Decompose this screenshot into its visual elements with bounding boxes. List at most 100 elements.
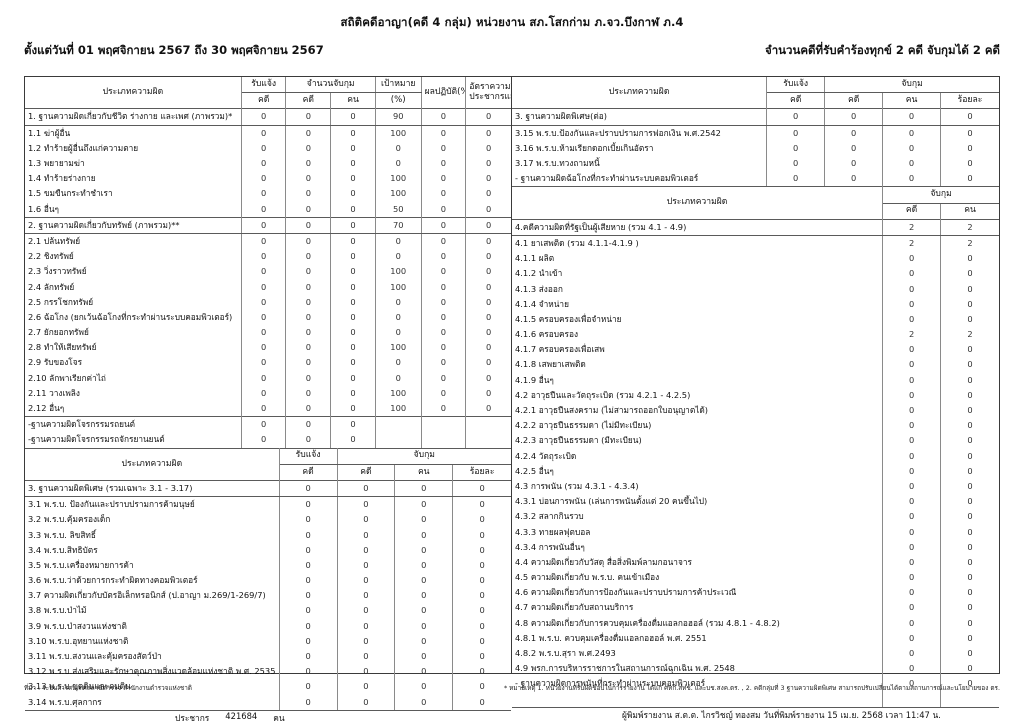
cell-reported-case: 0 bbox=[766, 125, 826, 141]
cell-arrest-case: 0 bbox=[882, 570, 942, 586]
cell-arrest-person: 0 bbox=[330, 416, 376, 433]
cell-reported-case: 0 bbox=[766, 108, 826, 126]
table-row: 3.12 พ.ร.บ.ส่งเสริมและรักษาคุณภาพสิ่งแวด… bbox=[25, 664, 511, 680]
cell-rate: 0 bbox=[465, 171, 511, 187]
cell-arrest-person: 0 bbox=[940, 251, 999, 267]
cell-arrest-case: 2 bbox=[882, 218, 942, 236]
cell-arrest-case: 0 bbox=[285, 155, 332, 172]
cell-arrest-case: 0 bbox=[285, 432, 332, 448]
table-row bbox=[512, 691, 999, 707]
cell-arrest-case: 0 bbox=[882, 418, 942, 434]
table-row: 4.1.4 จำหน่าย 0 0 bbox=[512, 296, 999, 312]
cell-rate: 0 bbox=[465, 108, 511, 126]
row-label: 3.6 พ.ร.บ.ว่าด้วยการกระทำผิดทางคอมพิวเตอ… bbox=[25, 573, 280, 589]
row-label: 4.5 ความผิดเกี่ยวกับ พ.ร.บ. คนเข้าเมือง bbox=[512, 570, 884, 586]
row-label: 4.8 ความผิดเกี่ยวกับการควบคุมเครื่องดื่ม… bbox=[512, 615, 884, 631]
cell-arrest-person: 0 bbox=[330, 432, 376, 448]
cell-target: 0 bbox=[374, 294, 422, 310]
cell-arrest-case: 0 bbox=[285, 385, 332, 401]
row-label: 3.12 พ.ร.บ.ส่งเสริมและรักษาคุณภาพสิ่งแวด… bbox=[25, 664, 280, 680]
table-row: 4.3.2 สลากกินรวบ 0 0 bbox=[512, 509, 999, 525]
row-label: 1.3 พยายามฆ่า bbox=[25, 155, 242, 172]
cell-arrest-percent: 0 bbox=[452, 512, 511, 528]
cell-reported-case: 0 bbox=[240, 355, 287, 371]
cell-rate: 0 bbox=[465, 309, 511, 325]
table-row: 2.11 วางเพลิง 0 0 0 100 0 0 bbox=[25, 385, 511, 401]
cell-target bbox=[374, 432, 422, 448]
table-row: 4.2.5 อื่นๆ 0 0 bbox=[512, 463, 999, 479]
cell-rate: 0 bbox=[465, 294, 511, 310]
cell-arrest-case: 0 bbox=[882, 251, 942, 267]
row-label: 4.8.2 พ.ร.บ.สุรา พ.ศ.2493 bbox=[512, 645, 884, 662]
table-row: 3.8 พ.ร.บ.ป่าไม้ 0 0 0 0 bbox=[25, 603, 511, 619]
col-reported-sec3: รับแจ้ง bbox=[278, 448, 338, 465]
subcol-arrest-case: คดี bbox=[285, 92, 332, 109]
row-label: 3.13 พ.ร.บ.ขุดดินและถมดิน bbox=[25, 679, 280, 695]
cell-reported-case: 0 bbox=[278, 512, 338, 528]
row-label: 2.12 อื่นๆ bbox=[25, 400, 242, 417]
cell-arrest-person: 0 bbox=[940, 494, 999, 510]
row-label: 4.1.6 ครอบครอง bbox=[512, 327, 884, 343]
row-label: 2.9 รับของโจร bbox=[25, 355, 242, 371]
cell-arrest-case: 0 bbox=[285, 294, 332, 310]
row-label: 2.8 ทำให้เสียทรัพย์ bbox=[25, 340, 242, 356]
cell-arrest-case: 0 bbox=[336, 694, 396, 710]
subcol-arrest-percent-sec3: ร้อยละ bbox=[452, 464, 511, 481]
cell-performance: 0 bbox=[420, 325, 467, 341]
header-row-sec4: ประเภทความผิด จับกุม bbox=[512, 186, 999, 220]
cell-arrest-percent: 0 bbox=[452, 603, 511, 619]
left-section2extra-body: -ฐานความผิดโจรกรรมรถยนต์ 0 0 0 -ฐานความผิดโจ… bbox=[25, 416, 511, 448]
cell-arrest-person: 0 bbox=[940, 661, 999, 677]
row-label: 4.6 ความผิดเกี่ยวกับการป้องกันและปราบปรา… bbox=[512, 585, 884, 601]
cell-reported-case: 0 bbox=[278, 664, 338, 680]
printer-footer: ผู้พิมพ์รายงาน ส.ต.ต. ไกรวิชญ์ ทองสม วัน… bbox=[512, 706, 999, 722]
row-label: 2.4 ลักทรัพย์ bbox=[25, 279, 242, 295]
row-label: 4.3.2 สลากกินรวบ bbox=[512, 509, 884, 525]
cell-reported-case: 0 bbox=[240, 249, 287, 265]
cell-target: 100 bbox=[374, 400, 422, 417]
row-label: 4.3 การพนัน (รวม 4.3.1 - 4.3.4) bbox=[512, 478, 884, 495]
cell-arrest-person: 0 bbox=[330, 186, 376, 202]
row-label: 3.2 พ.ร.บ.คุ้มครองเด็ก bbox=[25, 512, 280, 528]
cell-arrest-percent: 0 bbox=[452, 542, 511, 558]
table-row: 2.10 ลักพาเรียกค่าไถ่ 0 0 0 0 0 0 bbox=[25, 370, 511, 386]
cell-arrest-case: 0 bbox=[824, 171, 884, 187]
cell-performance: 0 bbox=[420, 186, 467, 202]
cell-arrest-case: 0 bbox=[285, 140, 332, 156]
cell-arrest-person: 0 bbox=[940, 509, 999, 525]
table-row: 3.4 พ.ร.บ.สิทธิบัตร 0 0 0 0 bbox=[25, 542, 511, 558]
header-row-sec3: ประเภทความผิด รับแจ้ง จับกุม bbox=[25, 448, 511, 481]
population-footer: ประชากร 421684 คน bbox=[25, 709, 511, 725]
table-row: 1.6 อื่นๆ 0 0 0 50 0 0 bbox=[25, 201, 511, 218]
cell-arrest-case: 0 bbox=[285, 125, 332, 141]
population-value: 421684 bbox=[225, 710, 258, 721]
row-label: 3.15 พ.ร.บ.ป้องกันและปราบปรามการฟอกเงิน … bbox=[512, 125, 768, 141]
cell-arrest-case: 0 bbox=[882, 311, 942, 327]
subcol-arrest-case-sec3: คดี bbox=[336, 464, 396, 481]
cell-reported-case: 0 bbox=[240, 233, 287, 250]
cell-reported-case: 0 bbox=[278, 694, 338, 710]
cell-arrest-percent: 0 bbox=[940, 125, 999, 141]
cell-arrest-percent: 0 bbox=[452, 573, 511, 589]
table-row: -ฐานความผิดโจรกรรมรถจักรยานยนต์ 0 0 0 bbox=[25, 432, 511, 448]
left-table-panel: ประเภทความผิด รับแจ้ง จำนวนจับกุม เป้าหม… bbox=[25, 77, 512, 723]
header-row-sub: คดี คดี คน (%) bbox=[25, 92, 511, 109]
subcol-arrest-percent-right: ร้อยละ bbox=[940, 92, 999, 109]
cell-arrest-percent: 0 bbox=[452, 496, 511, 513]
cell-target: 100 bbox=[374, 340, 422, 356]
cell-arrest-case: 0 bbox=[882, 296, 942, 312]
cell-target: 0 bbox=[374, 309, 422, 325]
cell-arrest-case: 0 bbox=[285, 171, 332, 187]
cell-performance: 0 bbox=[420, 155, 467, 172]
cell-arrest-person: 0 bbox=[394, 527, 454, 543]
table-row: 4.3.4 การพนันอื่นๆ 0 0 bbox=[512, 539, 999, 555]
cell-arrest-case: 2 bbox=[882, 327, 942, 343]
cell-arrest-case: 0 bbox=[882, 600, 942, 616]
cell-arrest-person: 0 bbox=[940, 539, 999, 555]
cell-arrest-person: 0 bbox=[882, 125, 942, 141]
cell-arrest-case: 0 bbox=[882, 448, 942, 464]
cell-rate: 0 bbox=[465, 385, 511, 401]
cell-arrest-percent: 0 bbox=[940, 171, 999, 187]
row-label: 4.2.5 อื่นๆ bbox=[512, 463, 884, 479]
cell-arrest-case: 0 bbox=[336, 633, 396, 649]
